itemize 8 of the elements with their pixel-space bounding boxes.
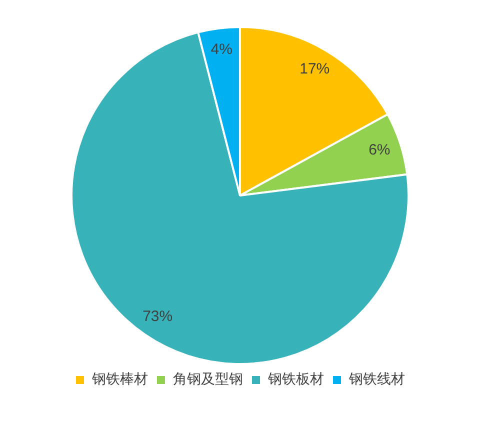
legend-label: 钢铁棒材 <box>91 372 148 388</box>
data-label: 4% <box>210 41 232 58</box>
legend-label: 角钢及型钢 <box>173 372 243 388</box>
data-label: 6% <box>368 141 390 158</box>
legend-label: 钢铁线材 <box>348 372 405 388</box>
data-label: 73% <box>142 308 173 325</box>
data-label: 17% <box>300 60 330 78</box>
legend-label: 钢铁板材 <box>267 372 324 388</box>
